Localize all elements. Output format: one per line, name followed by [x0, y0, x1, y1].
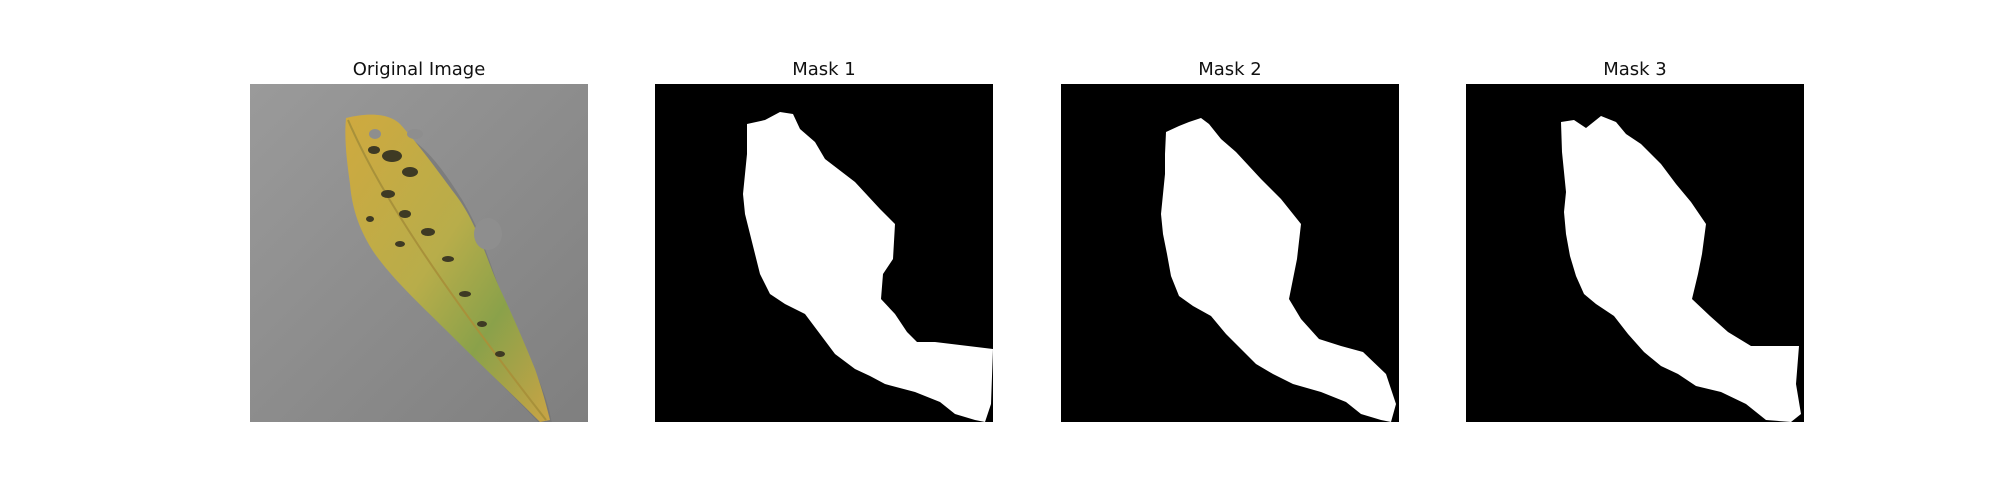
panel-mask-2: Mask 2	[1061, 56, 1399, 422]
leaf-spots	[366, 146, 505, 357]
panel-mask-3: Mask 3	[1466, 56, 1804, 422]
panel-title: Mask 1	[792, 59, 856, 80]
mask-2-image	[1061, 84, 1399, 422]
panel-title: Mask 3	[1603, 59, 1667, 80]
panel-title: Original Image	[352, 59, 486, 80]
mask-3-image	[1466, 84, 1804, 422]
mask-1-image	[655, 84, 993, 422]
panel-original-image: Original Image	[250, 56, 588, 422]
original-leaf-image	[250, 84, 588, 422]
panel-mask-1: Mask 1	[655, 56, 993, 422]
panel-title: Mask 2	[1198, 59, 1262, 80]
